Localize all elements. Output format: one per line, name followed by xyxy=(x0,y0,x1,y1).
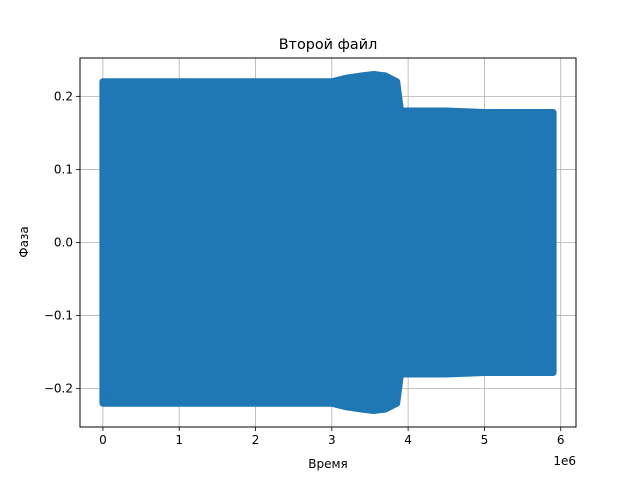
x-tick-label: 0 xyxy=(99,433,107,447)
y-axis-label: Фаза xyxy=(17,226,31,257)
x-tick-label: 3 xyxy=(328,433,336,447)
x-axis-offset-text: 1e6 xyxy=(553,454,576,468)
x-tick-label: 4 xyxy=(404,433,412,447)
series-0-points xyxy=(99,70,557,415)
y-tick-label: −0.1 xyxy=(44,309,73,323)
x-tick-label: 2 xyxy=(252,433,260,447)
y-axis-ticks: −0.2 −0.1 0.0 0.1 0.2 xyxy=(44,89,80,396)
x-tick-label: 5 xyxy=(481,433,489,447)
x-tick-label: 6 xyxy=(557,433,565,447)
x-tick-label: 1 xyxy=(175,433,183,447)
y-tick-label: 0.0 xyxy=(54,236,73,250)
y-tick-label: 0.2 xyxy=(54,89,73,103)
x-axis-ticks: 0 1 2 3 4 5 6 xyxy=(99,427,565,447)
x-axis-label: Время xyxy=(308,457,348,471)
y-tick-label: 0.1 xyxy=(54,162,73,176)
data-layer xyxy=(99,70,557,415)
chart-title: Второй файл xyxy=(279,37,378,53)
y-tick-label: −0.2 xyxy=(44,382,73,396)
